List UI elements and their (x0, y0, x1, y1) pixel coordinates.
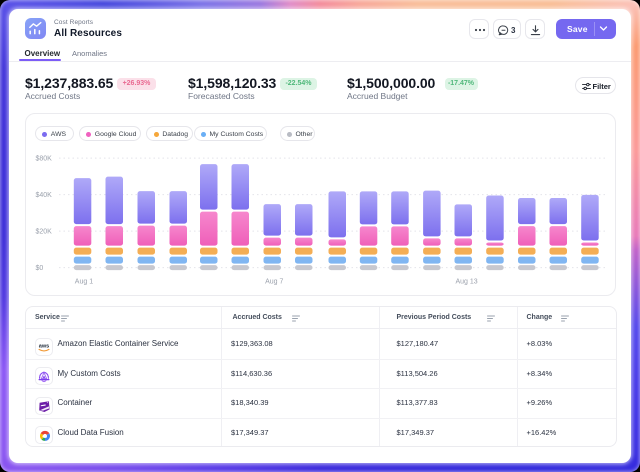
svg-text:$40K: $40K (36, 192, 53, 199)
svg-text:$20K: $20K (36, 228, 53, 235)
svg-text:$0: $0 (36, 265, 44, 272)
svg-text:$80K: $80K (36, 155, 53, 162)
svg-text:Aug 1: Aug 1 (75, 278, 93, 285)
svg-text:Aug 7: Aug 7 (265, 278, 283, 285)
svg-text:Aug 13: Aug 13 (456, 278, 478, 285)
svg-text:aws: aws (39, 344, 50, 350)
